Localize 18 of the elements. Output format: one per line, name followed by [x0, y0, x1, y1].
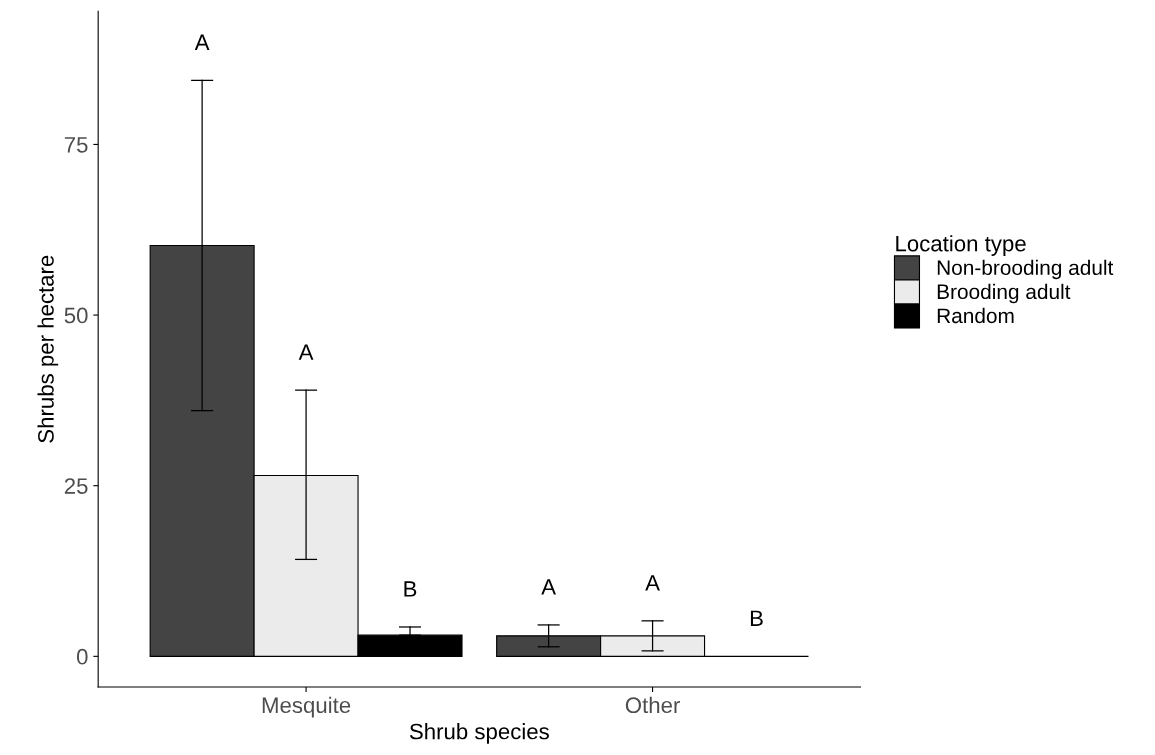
x-tick-label: Other — [625, 696, 680, 714]
y-axis-title: Shrubs per hectare — [37, 255, 59, 443]
x-tick-label: Mesquite — [262, 696, 351, 718]
annotation: A — [645, 575, 660, 591]
annotation: A — [298, 344, 314, 360]
legend-label: Brooding adult — [937, 283, 1071, 304]
legend-label: Non-brooding adult — [937, 259, 1114, 280]
annotation: A — [194, 34, 210, 50]
x-axis-title: Shrub species — [409, 723, 549, 744]
legend-title: Location type — [896, 235, 1026, 256]
annotation: B — [750, 610, 763, 626]
y-tick-label: 25 — [64, 478, 88, 494]
annotation: B — [404, 581, 417, 597]
legend-label: Random — [937, 307, 1014, 324]
y-tick-label: 50 — [64, 307, 88, 324]
y-tick-label: 75 — [64, 137, 88, 153]
annotation: A — [541, 579, 556, 595]
y-tick-label: 0 — [76, 648, 88, 665]
